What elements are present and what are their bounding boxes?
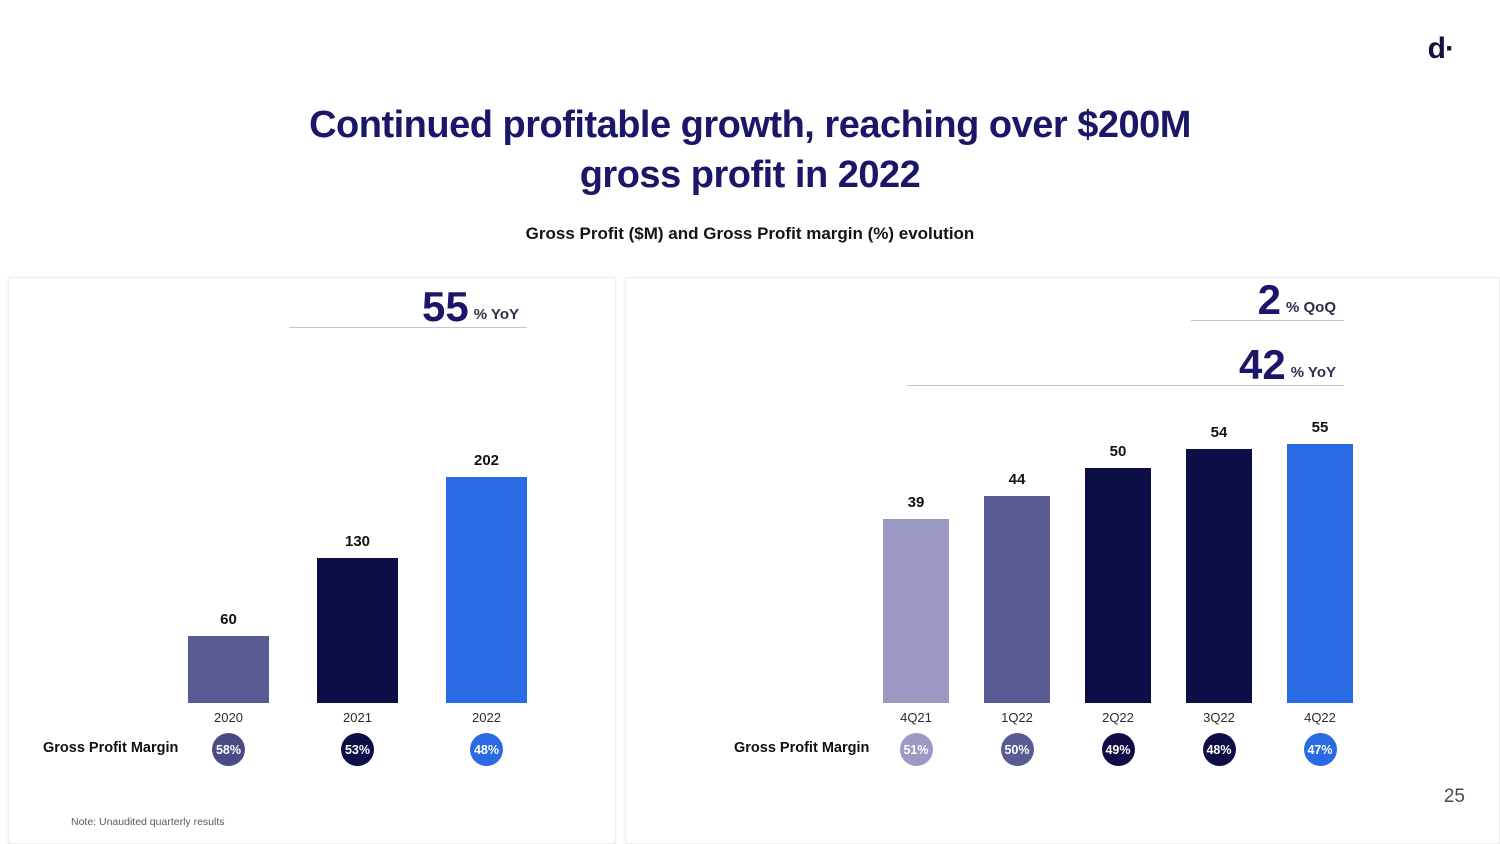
margin-badge-4Q22: 47% <box>1303 733 1337 766</box>
axis-label-2021: 2021 <box>343 710 372 725</box>
bar-value-4Q21: 39 <box>907 494 925 511</box>
margin-badge-cell-1Q22: 50% <box>984 733 1050 766</box>
margin-badge-cell-2021: 53% <box>317 733 398 766</box>
bar-2021 <box>317 558 398 703</box>
dlocal-logo: d· <box>1427 32 1455 65</box>
bar-group-2Q22: 50 2Q22 <box>1085 443 1151 729</box>
axis-label-2022: 2022 <box>472 710 501 725</box>
bar-value-4Q22: 55 <box>1311 419 1329 436</box>
margin-badge-2021: 53% <box>341 733 374 766</box>
bar-group-2022: 202 2022 <box>446 452 527 729</box>
margin-badge-4Q21: 51% <box>899 733 933 766</box>
margin-badge-cell-3Q22: 48% <box>1186 733 1252 766</box>
axis-label-3Q22: 3Q22 <box>1203 710 1235 725</box>
margin-badge-cell-2Q22: 49% <box>1085 733 1151 766</box>
annotation-number: 42 <box>1238 340 1286 388</box>
axis-label-2020: 2020 <box>214 710 243 725</box>
bar-value-2Q22: 50 <box>1109 443 1127 460</box>
margin-badge-cell-4Q22: 47% <box>1287 733 1353 766</box>
annotation-suffix: % QoQ <box>1285 299 1336 316</box>
margin-badges-row: 51% 50% 49% 48% 47% <box>883 733 1353 766</box>
annotation-yoy: 55% YoY <box>289 285 527 328</box>
annotations: 55% YoY <box>289 285 527 328</box>
margin-badge-1Q22: 50% <box>1000 733 1034 766</box>
margin-badge-cell-2020: 58% <box>188 733 269 766</box>
margin-badge-cell-2022: 48% <box>446 733 527 766</box>
margin-badge-3Q22: 48% <box>1202 733 1236 766</box>
footnote: Note: Unaudited quarterly results <box>71 816 225 828</box>
margin-badge-cell-4Q21: 51% <box>883 733 949 766</box>
page-title: Continued profitable growth, reaching ov… <box>0 100 1500 200</box>
bar-group-1Q22: 44 1Q22 <box>984 471 1050 729</box>
annotation-number: 55 <box>421 282 469 330</box>
axis-label-4Q21: 4Q21 <box>900 710 932 725</box>
bar-value-3Q22: 54 <box>1210 424 1228 441</box>
title-line-2: gross profit in 2022 <box>579 154 921 196</box>
bar-value-2021: 130 <box>344 533 371 550</box>
bars-row: 39 4Q21 44 1Q22 50 2Q22 54 3Q22 55 4Q22 <box>883 419 1353 729</box>
bar-group-4Q21: 39 4Q21 <box>883 494 949 729</box>
annotation-number: 2 <box>1257 275 1281 323</box>
chart-panels: 55% YoY 60 2020 130 2021 202 2022 Gross Profi… <box>8 277 1500 844</box>
slide-subtitle: Gross Profit ($M) and Gross Profit margi… <box>525 224 975 243</box>
annotation-qoq: 2% QoQ <box>1191 278 1344 321</box>
gross-profit-margin-label: Gross Profit Margin <box>734 740 870 756</box>
bars-row: 60 2020 130 2021 202 2022 <box>188 452 527 729</box>
bar-2020 <box>188 636 269 703</box>
annual-gross-profit-chart: 55% YoY 60 2020 130 2021 202 2022 Gross Profi… <box>8 277 616 844</box>
bar-group-2020: 60 2020 <box>188 611 269 729</box>
page-number: 25 <box>1443 786 1465 807</box>
annotations: 2% QoQ 42% YoY <box>907 278 1344 386</box>
bar-group-4Q22: 55 4Q22 <box>1287 419 1353 729</box>
axis-label-2Q22: 2Q22 <box>1102 710 1134 725</box>
bar-group-2021: 130 2021 <box>317 533 398 729</box>
axis-label-4Q22: 4Q22 <box>1304 710 1336 725</box>
annotation-yoy: 42% YoY <box>907 343 1344 386</box>
margin-badge-2020: 58% <box>212 733 245 766</box>
annotation-suffix: % YoY <box>473 306 519 323</box>
bar-2Q22 <box>1085 468 1151 703</box>
bar-group-3Q22: 54 3Q22 <box>1186 424 1252 729</box>
bar-value-2022: 202 <box>473 452 500 469</box>
bar-4Q22 <box>1287 444 1353 703</box>
bar-3Q22 <box>1186 449 1252 703</box>
annotation-suffix: % YoY <box>1290 364 1336 381</box>
axis-label-1Q22: 1Q22 <box>1001 710 1033 725</box>
margin-badge-2022: 48% <box>470 733 503 766</box>
bar-value-2020: 60 <box>220 611 237 628</box>
bar-4Q21 <box>883 519 949 703</box>
title-line-1: Continued profitable growth, reaching ov… <box>309 104 1191 146</box>
bar-value-1Q22: 44 <box>1008 471 1026 488</box>
gross-profit-margin-label: Gross Profit Margin <box>43 740 179 756</box>
bar-2022 <box>446 477 527 703</box>
quarterly-gross-profit-chart: 2% QoQ 42% YoY 39 4Q21 44 1Q22 50 2Q22 54 3Q22 55… <box>625 277 1500 844</box>
bar-1Q22 <box>984 496 1050 703</box>
margin-badges-row: 58% 53% 48% <box>188 733 527 766</box>
margin-badge-2Q22: 49% <box>1101 733 1135 766</box>
